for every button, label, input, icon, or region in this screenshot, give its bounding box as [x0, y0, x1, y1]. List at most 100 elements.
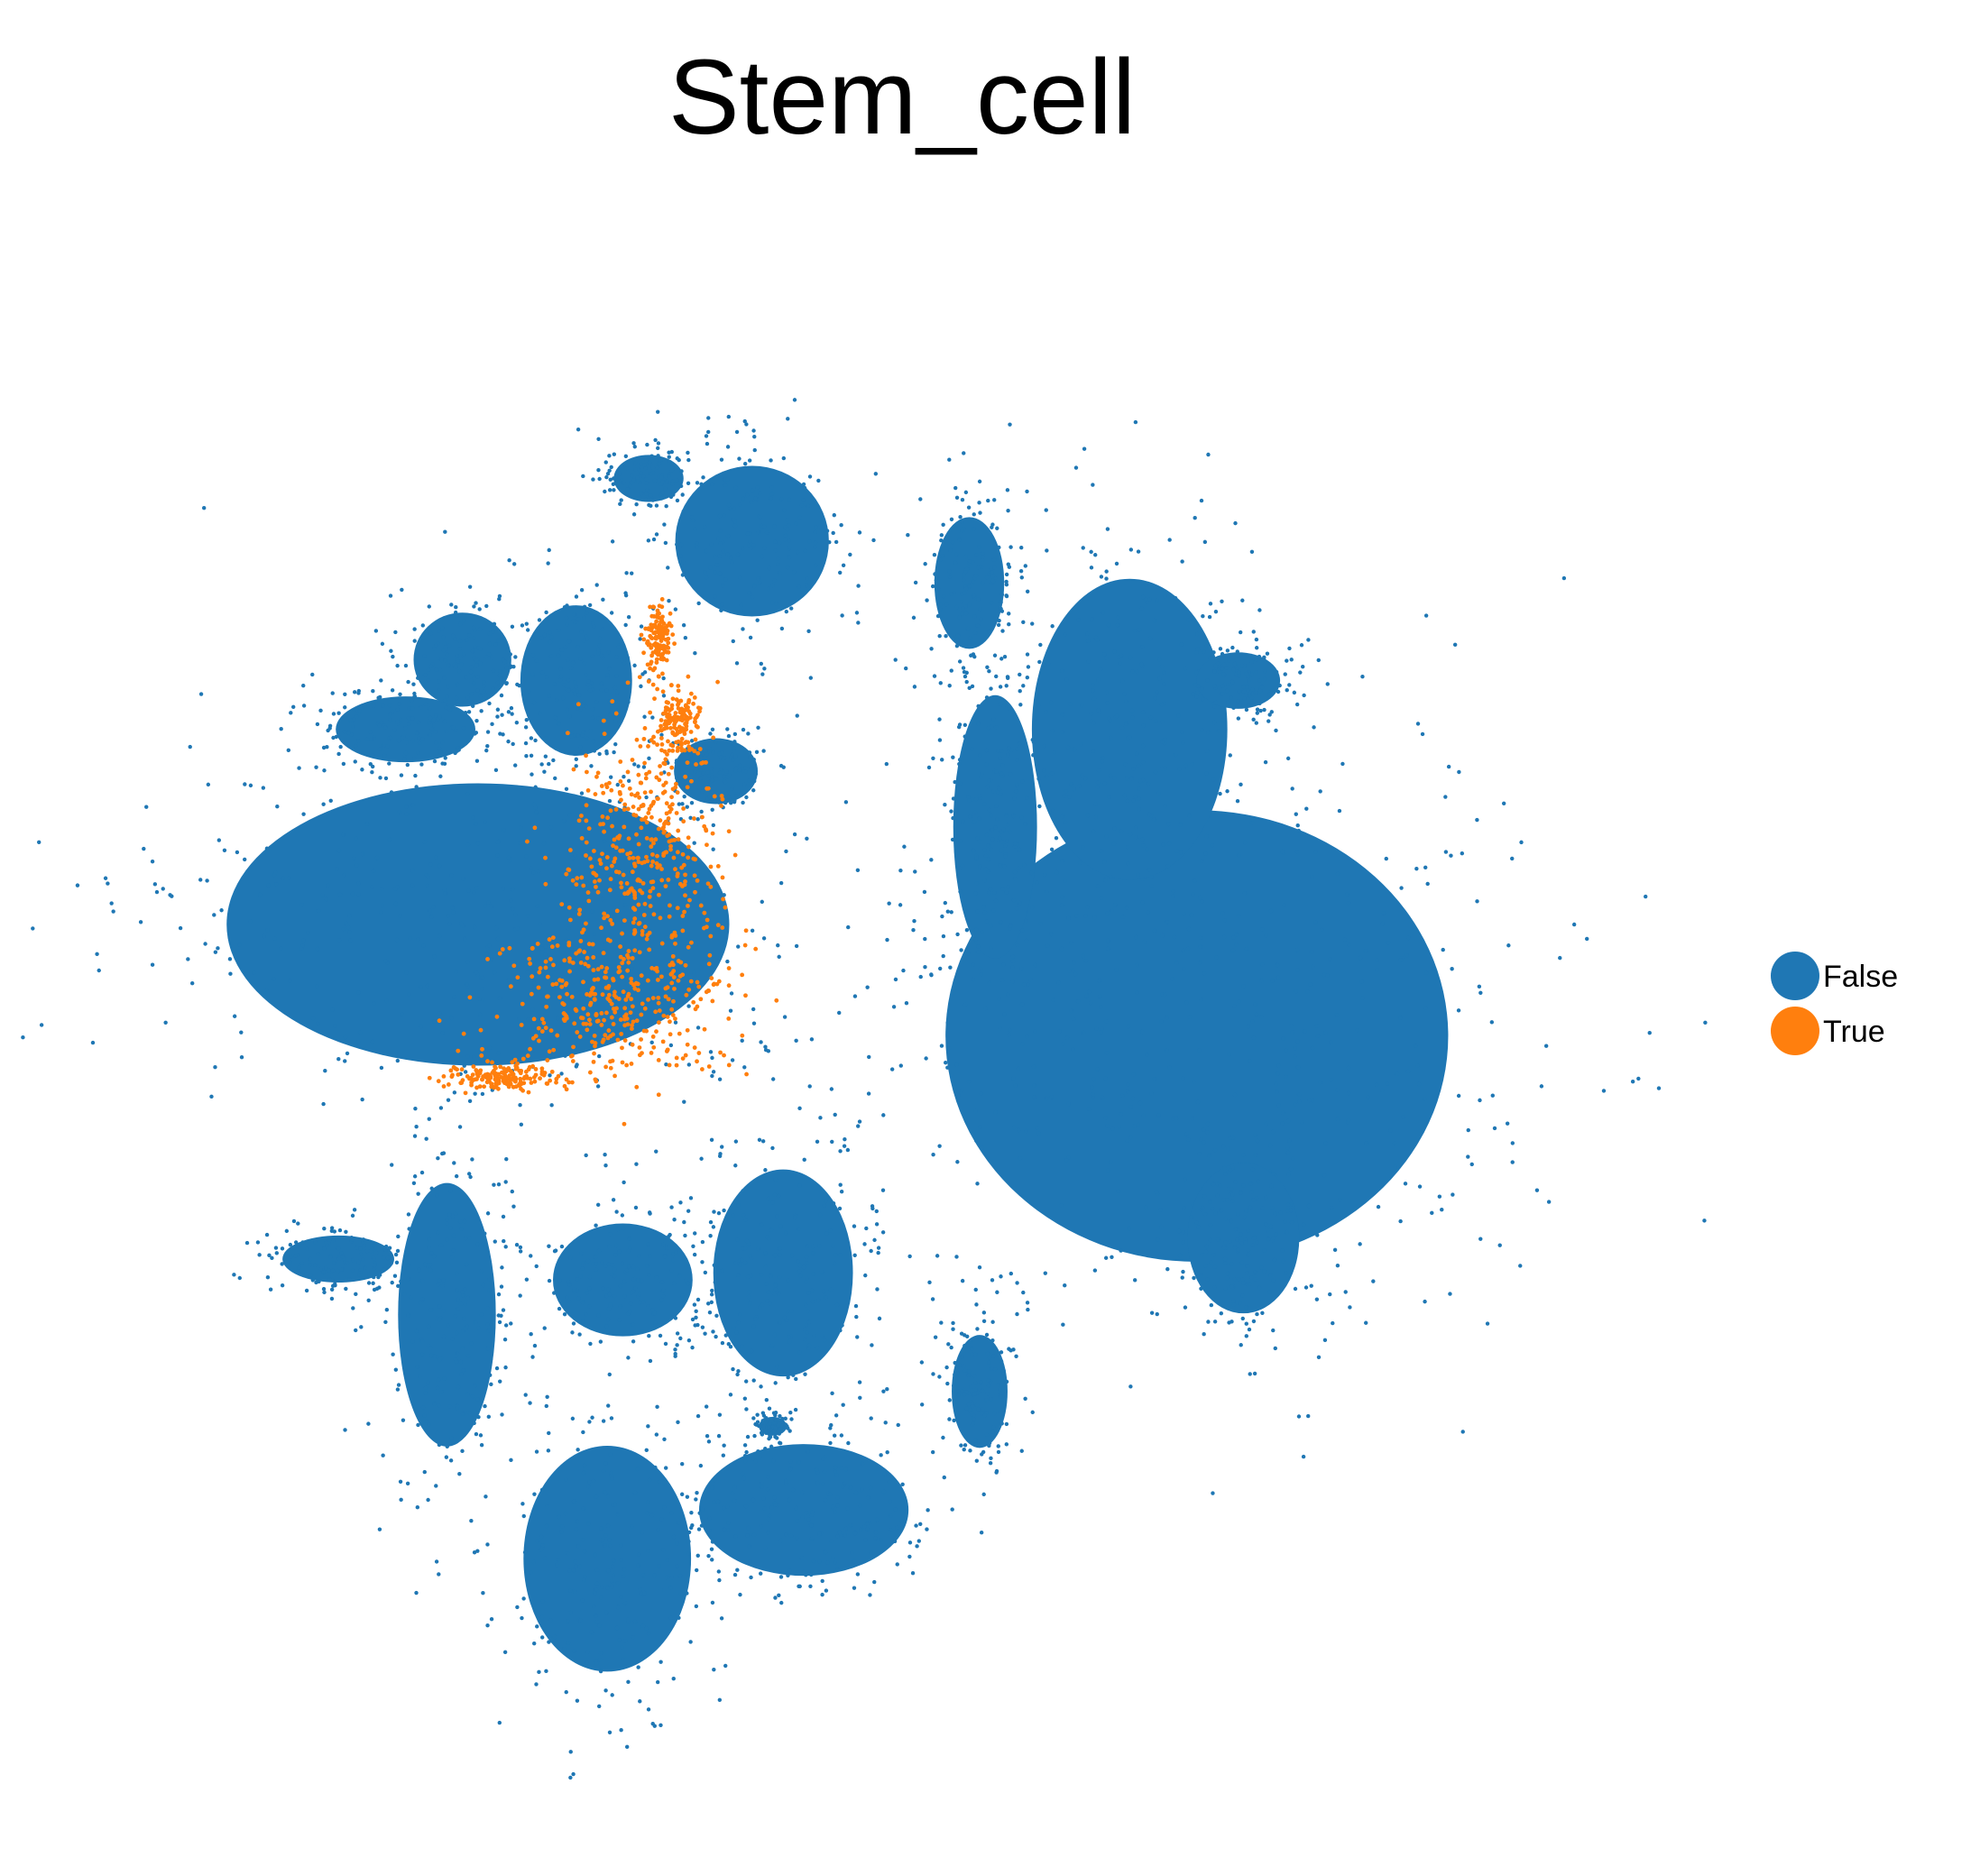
point-false	[873, 1530, 879, 1535]
point-false	[990, 1430, 995, 1434]
point-false	[895, 1562, 899, 1567]
point-false	[725, 959, 730, 964]
point-false	[387, 703, 392, 708]
point-false	[1105, 946, 1110, 952]
point-false	[1194, 650, 1199, 655]
point-false	[973, 1287, 978, 1292]
point-false	[466, 888, 471, 893]
point-false	[989, 601, 994, 605]
point-false	[1155, 690, 1159, 694]
point-false	[483, 904, 487, 908]
point-false	[783, 525, 787, 529]
point-false	[457, 639, 463, 643]
point-false	[1126, 1024, 1131, 1029]
point-true	[676, 837, 681, 842]
point-false	[510, 712, 514, 716]
point-false	[1032, 716, 1036, 722]
point-true	[605, 914, 610, 919]
point-false	[1229, 1218, 1234, 1224]
point-false	[1010, 965, 1015, 970]
point-false	[839, 1433, 844, 1438]
point-false	[680, 1461, 685, 1467]
point-false	[1010, 979, 1015, 984]
point-false	[1151, 817, 1156, 822]
point-true	[655, 742, 659, 748]
point-false	[1276, 975, 1281, 980]
point-false	[1045, 1096, 1049, 1101]
cluster-core-false-10	[1196, 652, 1281, 709]
point-false	[965, 952, 971, 956]
point-false	[524, 754, 529, 759]
point-false	[401, 1418, 406, 1422]
point-false	[989, 1397, 993, 1402]
point-false	[682, 794, 686, 799]
point-false	[1096, 708, 1101, 713]
point-false	[598, 1595, 603, 1600]
point-false	[1255, 711, 1260, 715]
point-false	[531, 1559, 536, 1565]
point-false	[370, 769, 374, 775]
point-false	[1195, 631, 1200, 637]
point-false	[1238, 1301, 1242, 1306]
point-false	[863, 1273, 868, 1278]
point-true	[608, 808, 613, 814]
point-false	[673, 1347, 677, 1352]
point-true	[609, 863, 614, 869]
point-false	[1165, 1266, 1170, 1272]
point-false	[1337, 808, 1342, 814]
point-false	[884, 761, 889, 767]
point-false	[1091, 483, 1095, 487]
point-false	[717, 1697, 723, 1702]
point-false	[1021, 982, 1027, 987]
point-false	[858, 1503, 862, 1508]
point-false	[605, 472, 611, 476]
point-false	[1212, 684, 1217, 688]
point-true	[669, 703, 675, 708]
point-false	[1025, 1035, 1029, 1039]
point-true	[689, 778, 694, 784]
point-false	[520, 1502, 525, 1506]
point-false	[534, 1682, 539, 1687]
point-false	[1004, 1442, 1009, 1447]
point-false	[1302, 693, 1306, 698]
point-true	[625, 769, 631, 775]
point-false	[1251, 1319, 1257, 1324]
point-false	[567, 713, 572, 719]
point-false	[478, 694, 483, 698]
point-false	[1049, 771, 1055, 776]
point-true	[695, 724, 700, 730]
point-false	[990, 525, 994, 529]
point-false	[828, 1287, 834, 1292]
point-true	[584, 753, 588, 759]
point-false	[341, 927, 346, 932]
point-false	[737, 456, 741, 461]
point-false	[718, 541, 723, 546]
point-false	[961, 666, 966, 670]
point-false	[1205, 678, 1210, 683]
point-false	[603, 1153, 607, 1157]
point-false	[491, 668, 496, 673]
point-false	[1125, 844, 1130, 850]
point-false	[1184, 1000, 1189, 1005]
point-false	[1313, 850, 1318, 854]
point-false	[615, 1580, 621, 1586]
point-false	[608, 713, 612, 717]
point-true	[642, 760, 647, 766]
point-false	[1129, 708, 1135, 713]
point-false	[556, 653, 561, 658]
point-false	[1037, 804, 1042, 809]
point-false	[1287, 1138, 1292, 1144]
point-false	[1049, 932, 1054, 937]
point-false	[1011, 1125, 1017, 1130]
point-false	[416, 676, 420, 680]
point-false	[280, 1246, 285, 1251]
point-false	[1100, 1026, 1104, 1032]
point-false	[1246, 1248, 1251, 1253]
point-false	[746, 731, 751, 736]
point-false	[474, 1320, 478, 1325]
point-true	[721, 897, 725, 902]
point-false	[932, 552, 937, 557]
point-false	[607, 488, 612, 492]
point-false	[607, 454, 612, 458]
point-false	[496, 1051, 501, 1056]
